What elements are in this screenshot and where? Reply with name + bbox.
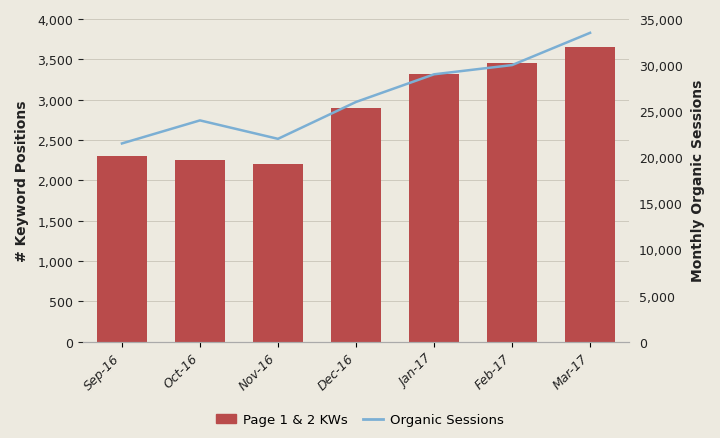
Bar <box>330 109 382 342</box>
Bar <box>253 165 303 342</box>
Y-axis label: Monthly Organic Sessions: Monthly Organic Sessions <box>691 80 705 282</box>
Y-axis label: # Keyword Positions: # Keyword Positions <box>15 100 29 261</box>
Bar <box>564 48 616 342</box>
Bar <box>96 157 148 342</box>
Bar <box>409 74 459 342</box>
Legend: Page 1 & 2 KWs, Organic Sessions: Page 1 & 2 KWs, Organic Sessions <box>211 408 509 431</box>
Bar <box>175 161 225 342</box>
Bar <box>487 64 537 342</box>
